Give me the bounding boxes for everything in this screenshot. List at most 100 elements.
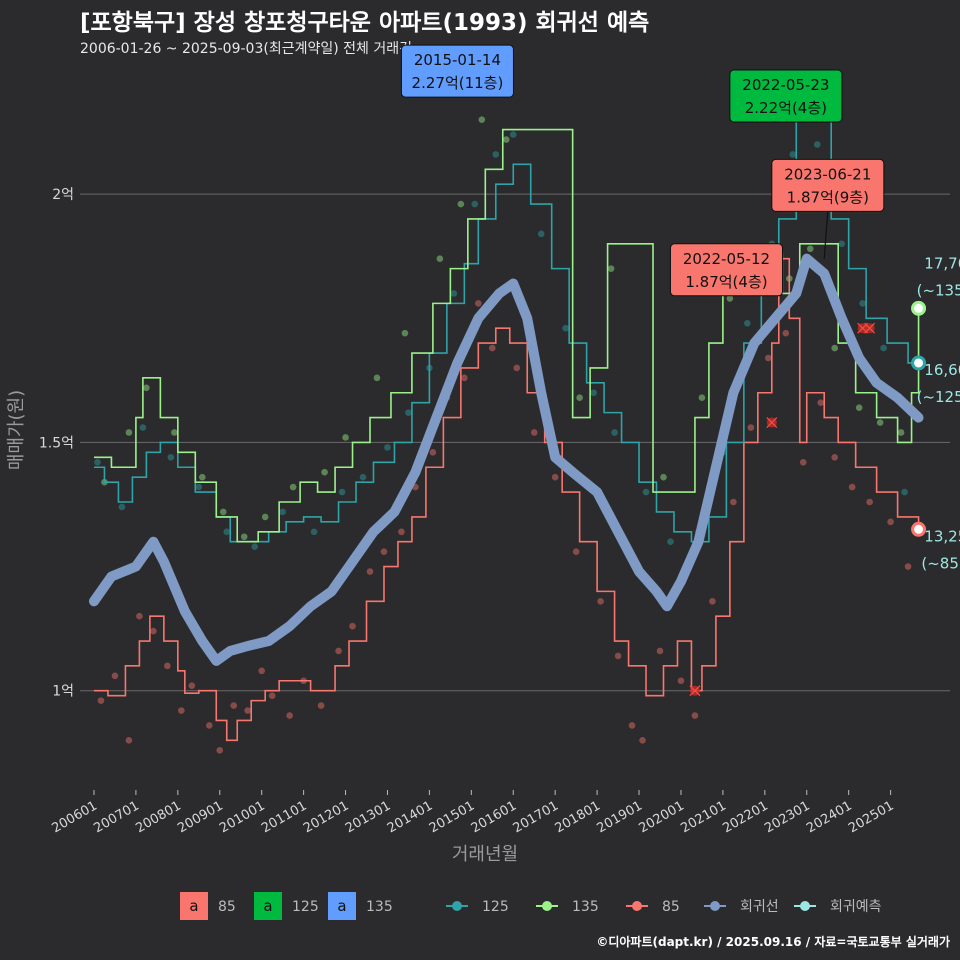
scatter-point-s135 — [289, 483, 297, 491]
x-tick-label: 200601 — [49, 798, 99, 836]
scatter-point-s135 — [436, 255, 444, 262]
x-tick-label: 201501 — [427, 798, 477, 836]
scatter-point-s135 — [576, 394, 583, 402]
scatter-point-s125 — [509, 131, 517, 138]
scatter-point-s135 — [876, 419, 884, 426]
end-label-area: (~125㎡) — [917, 388, 960, 406]
legend-label-text: 135 — [366, 899, 393, 915]
scatter-point-s85 — [831, 454, 838, 461]
annotation-price: 1.87억(9층) — [787, 188, 869, 206]
regression-line — [88, 253, 924, 666]
scatter-point-s85 — [244, 707, 252, 714]
end-point-s125 — [911, 355, 927, 371]
x-tick-label: 201301 — [343, 798, 393, 836]
scatter-point-s85 — [639, 737, 646, 744]
scatter-point-s85 — [747, 424, 755, 431]
legend-label-glyph: a — [337, 897, 346, 915]
scatter-point-s135 — [342, 434, 349, 441]
legend-line-marker — [452, 901, 462, 911]
scatter-point-s135 — [401, 329, 409, 337]
scatter-point-s85 — [268, 692, 276, 699]
scatter-point-s85 — [125, 737, 133, 744]
scatter-point-s125 — [167, 454, 175, 461]
x-tick-label: 200801 — [133, 798, 183, 836]
scatter-point-s85 — [380, 548, 388, 555]
scatter-point-s135 — [373, 374, 381, 382]
legend-label-text: 85 — [218, 899, 236, 915]
scatter-point-s85 — [205, 722, 213, 729]
legend-line-marker — [710, 901, 720, 911]
scatter-point-s135 — [855, 404, 863, 411]
scatter-point-s125 — [450, 290, 458, 297]
scatter-point-s85 — [286, 712, 293, 719]
scatter-point-s85 — [335, 647, 342, 655]
scatter-point-s125 — [338, 488, 346, 496]
scatter-point-s85 — [513, 364, 521, 372]
scatter-point-s85 — [230, 702, 238, 709]
scatter-point-s85 — [765, 354, 772, 362]
scatter-point-s85 — [461, 374, 468, 382]
scatter-point-s125 — [667, 538, 674, 546]
legend-line-text: 125 — [482, 899, 509, 915]
highlight-cross — [766, 417, 778, 429]
scatter-point-s125 — [590, 389, 597, 397]
scatter-point-s85 — [677, 677, 685, 685]
annotation-leader — [823, 211, 829, 259]
scatter-point-s135 — [607, 265, 615, 272]
scatter-point-s85 — [475, 300, 482, 307]
scatter-point-s125 — [471, 200, 479, 208]
scatter-point-s85 — [111, 672, 119, 680]
scatter-point-s135 — [240, 533, 248, 541]
scatter-point-s125 — [118, 503, 126, 511]
x-tick-label: 202501 — [846, 798, 896, 836]
x-tick-label: 201101 — [259, 798, 309, 836]
x-tick-label: 201401 — [385, 798, 435, 836]
scatter-point-s135 — [261, 513, 269, 521]
annotation-date: 2022-05-23 — [742, 76, 829, 94]
scatter-point-s125 — [359, 473, 367, 481]
scatter-point-s85 — [691, 712, 699, 719]
scatter-point-s135 — [143, 384, 150, 392]
legend-label-glyph: a — [189, 897, 198, 915]
y-tick-label: 2억 — [52, 187, 74, 203]
scatter-point-s135 — [831, 344, 838, 352]
scatter-point-s125 — [789, 151, 797, 158]
scatter-point-s125 — [223, 528, 231, 536]
y-axis-label: 매매가(원) — [6, 390, 27, 470]
x-tick-label: 202001 — [636, 798, 686, 836]
legend-label-text: 125 — [292, 899, 319, 915]
x-tick-label: 202301 — [762, 798, 812, 836]
x-tick-label: 201701 — [511, 798, 561, 836]
scatter-point-s85 — [709, 598, 716, 605]
chart-subtitle: 2006-01-26 ~ 2025-09-03(최근계약일) 전체 거래건 — [80, 41, 412, 57]
end-label-area: (~85㎡) — [921, 554, 960, 572]
scatter-point-s135 — [125, 429, 133, 436]
scatter-point-s85 — [904, 563, 912, 570]
x-tick-label: 201601 — [469, 798, 519, 836]
end-label-price: 16,600 — [924, 361, 960, 379]
end-point-s85 — [911, 521, 927, 537]
scatter-point-s85 — [136, 612, 143, 620]
scatter-point-s135 — [457, 200, 465, 208]
x-tick-label: 202101 — [678, 798, 728, 836]
scatter-point-s85 — [488, 344, 496, 352]
scatter-point-s135 — [198, 473, 206, 481]
x-tick-label: 201801 — [553, 798, 603, 836]
scatter-point-s85 — [572, 548, 580, 555]
x-tick-label: 201001 — [217, 798, 267, 836]
chart-title: [포항북구] 장성 창포청구타운 아파트(1993) 회귀선 예측 — [80, 10, 650, 36]
annotation-date: 2022-05-12 — [683, 250, 770, 268]
scatter-point-s135 — [660, 473, 667, 481]
scatter-point-s85 — [429, 449, 437, 456]
scatter-point-s85 — [782, 329, 790, 337]
scatter-point-s125 — [251, 543, 258, 550]
scatter-point-s85 — [730, 498, 737, 506]
x-tick-label: 201901 — [595, 798, 645, 836]
legend-line-marker — [542, 901, 552, 911]
series-line-s85 — [93, 257, 920, 742]
end-label-price: 13,250 — [924, 527, 960, 545]
scatter-point-s85 — [628, 722, 636, 729]
scatter-point-s125 — [744, 319, 751, 327]
highlight-cross — [864, 322, 876, 334]
